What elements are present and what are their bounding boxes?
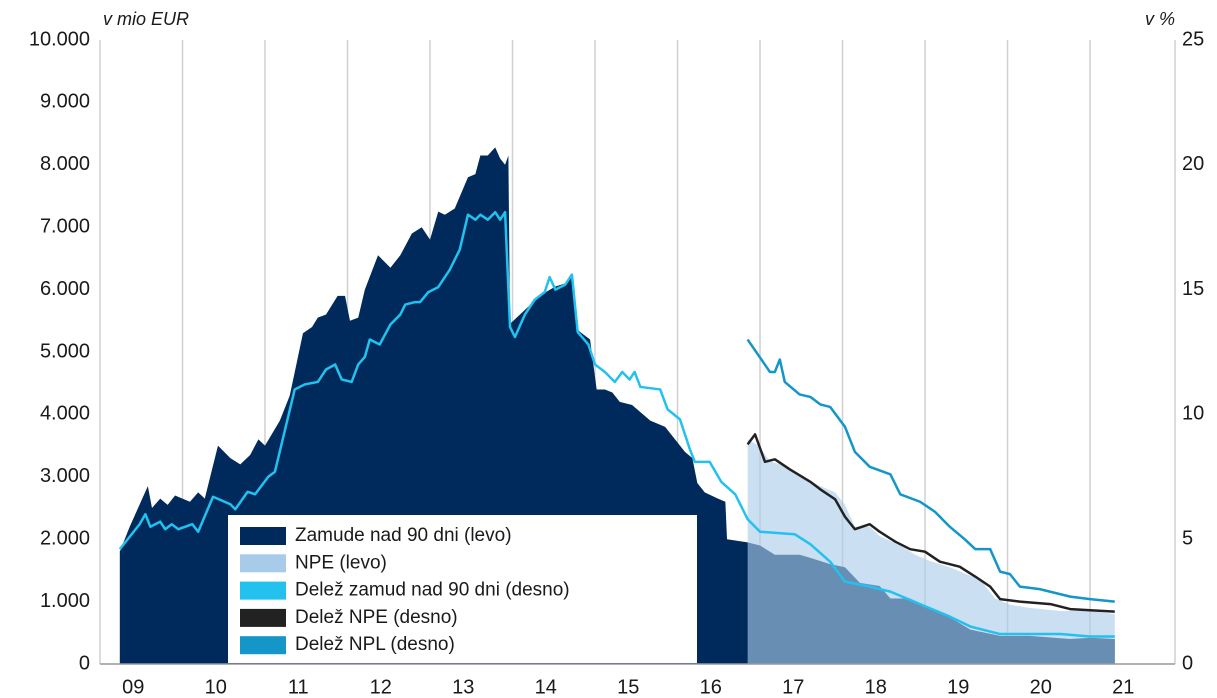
x-tick-label: 13 xyxy=(452,676,474,698)
y2-tick-label: 15 xyxy=(1182,278,1204,300)
area xyxy=(747,439,1115,664)
legend-label: Delež zamud nad 90 dni (desno) xyxy=(295,580,570,601)
legend-swatch xyxy=(240,636,286,655)
y-tick-label: 4.000 xyxy=(40,403,90,425)
x-tick-label: 17 xyxy=(782,676,804,698)
legend-swatch xyxy=(240,608,286,627)
legend-box xyxy=(228,515,697,663)
x-tick-label: 18 xyxy=(865,676,887,698)
y-tick-label: 6.000 xyxy=(40,278,90,300)
legend-label: Delež NPL (desno) xyxy=(295,634,455,655)
y-tick-label: 9.000 xyxy=(40,91,90,113)
legend-swatch xyxy=(240,554,286,573)
y-tick-label: 7.000 xyxy=(40,215,90,237)
y2-axis-label: v % xyxy=(1145,9,1175,29)
y2-tick-label: 20 xyxy=(1182,153,1204,175)
y2-tick-label: 25 xyxy=(1182,28,1204,50)
y-tick-label: 0 xyxy=(79,652,90,674)
legend-swatch xyxy=(240,527,286,545)
x-tick-label: 09 xyxy=(122,676,144,698)
x-tick-label: 10 xyxy=(205,676,227,698)
y-tick-label: 10.000 xyxy=(29,28,90,50)
x-tick-label: 15 xyxy=(617,676,639,698)
y2-tick-label: 0 xyxy=(1182,652,1193,674)
line xyxy=(118,210,1115,638)
x-tick-label: 11 xyxy=(288,676,309,698)
legend: Zamude nad 90 dni (levo) NPE (levo) Delež … xyxy=(228,515,697,663)
y-axis-label: v mio EUR xyxy=(103,9,189,29)
x-tick-label: 12 xyxy=(370,676,392,698)
x-tick-label: 20 xyxy=(1030,676,1052,698)
legend-swatch xyxy=(240,581,286,600)
line xyxy=(746,433,1115,613)
x-tick-label: 21 xyxy=(1112,676,1134,698)
y2-tick-label: 5 xyxy=(1182,527,1193,549)
y-tick-label: 5.000 xyxy=(40,340,90,362)
line xyxy=(746,338,1115,603)
x-tick-label: 19 xyxy=(947,676,969,698)
legend-label: Delež NPE (desno) xyxy=(295,607,458,628)
y2-tick-label: 10 xyxy=(1182,403,1204,425)
y-tick-label: 3.000 xyxy=(40,465,90,487)
legend-label: NPE (levo) xyxy=(295,552,387,573)
x-tick-label: 14 xyxy=(535,676,557,698)
y-tick-label: 2.000 xyxy=(40,527,90,549)
legend-label: Zamude nad 90 dni (levo) xyxy=(295,525,512,546)
y-tick-label: 1.000 xyxy=(40,590,90,612)
x-tick-label: 16 xyxy=(700,676,722,698)
y-tick-label: 8.000 xyxy=(40,153,90,175)
